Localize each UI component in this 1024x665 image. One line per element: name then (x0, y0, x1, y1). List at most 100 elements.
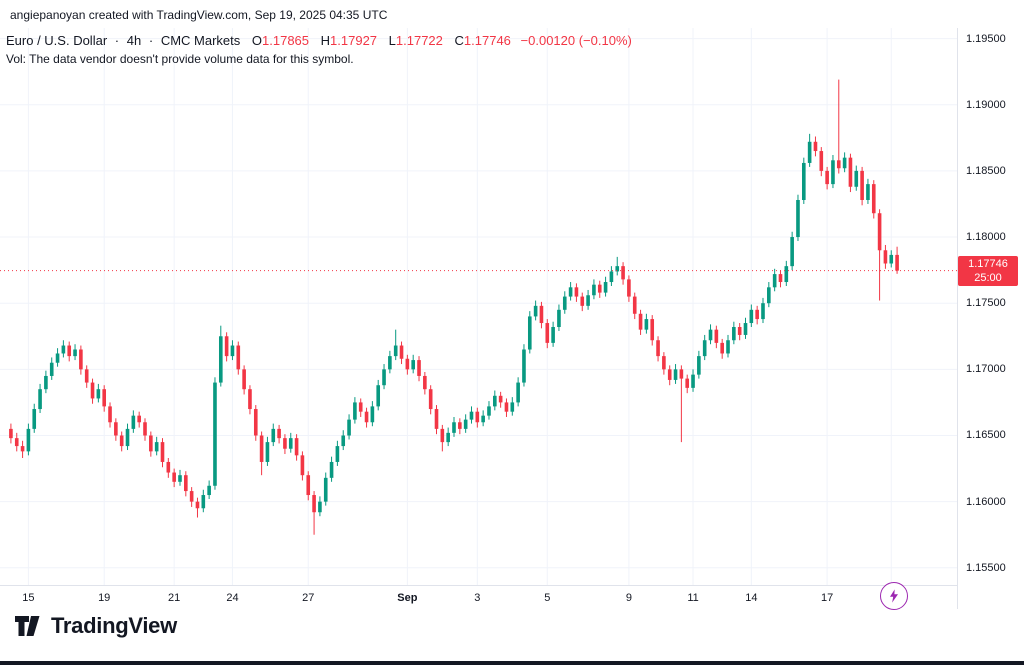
candle (877, 209, 882, 301)
candle (55, 348, 60, 367)
tradingview-logo-text[interactable]: TradingView (51, 613, 177, 638)
candle-body (551, 327, 555, 343)
candle (498, 391, 503, 408)
candle (603, 276, 608, 297)
candle (784, 260, 789, 286)
legend-separator: · (114, 33, 120, 48)
candle-body (79, 349, 83, 370)
candle-body (143, 422, 147, 436)
candle-body (510, 402, 515, 412)
candle (405, 354, 410, 375)
candle (353, 397, 357, 424)
candle-body (44, 375, 48, 390)
candle-body (580, 296, 585, 306)
candle-body (108, 406, 112, 423)
candle (166, 457, 171, 478)
candle (586, 289, 590, 310)
candlestick-chart[interactable] (0, 28, 957, 585)
candle-body (819, 151, 824, 171)
candle (615, 256, 620, 276)
candle-body (714, 329, 719, 343)
candle (650, 315, 655, 346)
symbol-name[interactable]: Euro / U.S. Dollar (6, 33, 108, 48)
candle-body (726, 340, 730, 354)
time-axis-label: 11 (687, 592, 699, 604)
candle-body (300, 455, 305, 476)
candle-body (137, 415, 141, 423)
candle (242, 365, 246, 395)
candle (697, 350, 701, 379)
candle-body (481, 415, 485, 423)
candle (288, 432, 293, 453)
candle (393, 329, 398, 361)
candle-body (195, 501, 200, 509)
candle-body (656, 340, 660, 357)
high-value: 1.17927 (330, 33, 378, 48)
candle-body (586, 295, 590, 306)
boost-button[interactable] (880, 582, 908, 610)
candle (114, 418, 118, 441)
candle-body (866, 184, 870, 200)
candle-body (895, 254, 899, 271)
time-axis-label: 24 (226, 592, 239, 604)
candle (20, 440, 25, 458)
tradingview-logo-icon[interactable] (14, 615, 44, 637)
candle-body (84, 369, 89, 383)
candle (632, 292, 637, 320)
candle (154, 436, 159, 456)
candle-body (609, 271, 614, 283)
candle-body (732, 327, 736, 341)
lightning-icon (890, 589, 898, 603)
candle-body (14, 438, 19, 447)
candle-body (836, 160, 841, 169)
candle (32, 403, 37, 433)
candle-body (114, 422, 118, 436)
candle-body (889, 254, 894, 264)
candle (714, 325, 719, 349)
candle-body (498, 395, 503, 403)
exchange-label[interactable]: CMC Markets (160, 33, 241, 48)
interval-label[interactable]: 4h (126, 33, 142, 48)
candle-body (248, 389, 252, 410)
chart-pane[interactable]: Euro / U.S. Dollar · 4h · CMC Markets O1… (0, 28, 957, 610)
candle-body (242, 369, 246, 390)
candle-body (207, 485, 211, 496)
candle-body (871, 184, 876, 214)
time-axis-label: 9 (625, 592, 632, 604)
candle (732, 321, 736, 345)
candle (201, 489, 206, 513)
candle-body (469, 411, 474, 420)
candle (178, 469, 182, 486)
candle (434, 405, 439, 435)
candle (184, 471, 188, 497)
candle (667, 365, 672, 386)
candle-body (335, 446, 340, 462)
candle (551, 321, 555, 347)
candle-body (691, 374, 695, 388)
candle-body (749, 309, 754, 324)
candle (761, 297, 765, 324)
candle-body (411, 360, 415, 370)
candle (388, 350, 392, 374)
candle (294, 434, 299, 461)
change-value: −0.00120 (−0.10%) (520, 33, 632, 48)
candle (475, 407, 480, 428)
candle-body (539, 305, 544, 324)
legend-separator: · (148, 33, 154, 48)
candle-body (230, 345, 235, 357)
candle-body (131, 415, 136, 429)
candle-body (306, 475, 311, 496)
candle-body (440, 428, 445, 443)
candle (446, 427, 450, 447)
price-axis-label: 1.19500 (966, 32, 1006, 45)
candle-body (265, 442, 270, 462)
candle (283, 434, 287, 455)
price-axis-label: 1.16000 (966, 495, 1006, 508)
time-axis[interactable]: 1519212427Sep35911141719 (0, 586, 957, 610)
candle (189, 487, 194, 507)
candle (801, 157, 806, 204)
price-axis[interactable]: 1.17746 25:00 1.19500 1.19000 1.18500 1.180… (958, 28, 1024, 585)
time-axis-label: 15 (22, 592, 35, 604)
candle (889, 250, 894, 268)
